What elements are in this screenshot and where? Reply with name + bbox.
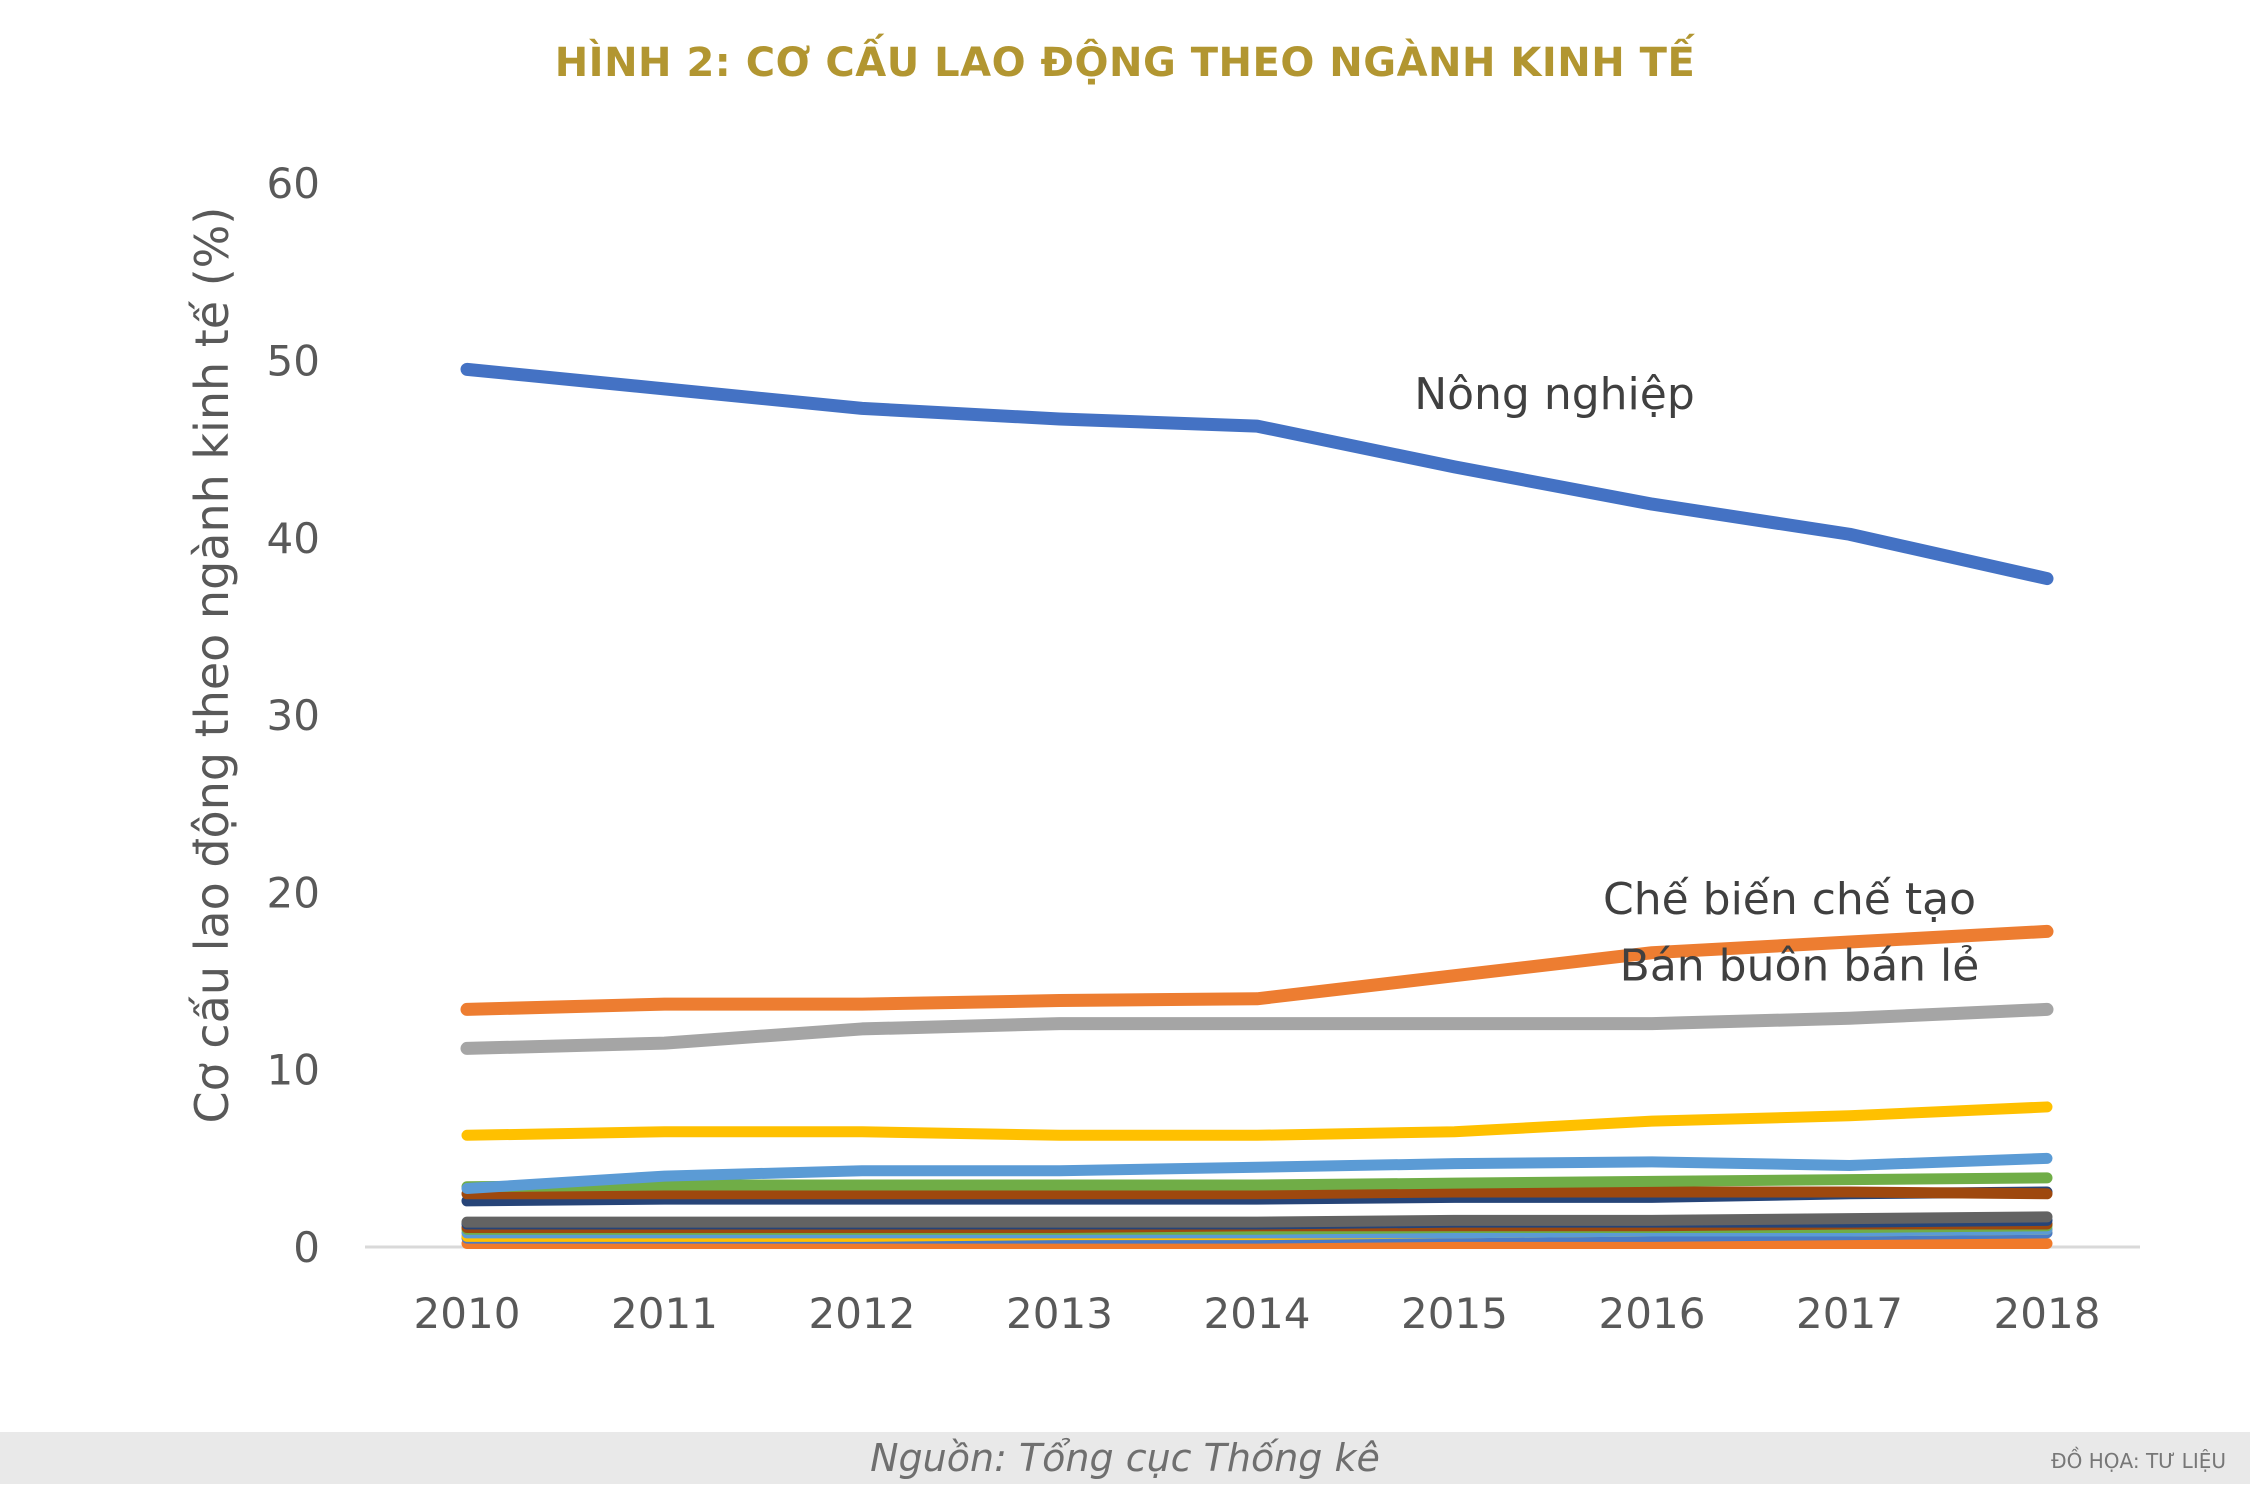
series-label: Nông nghiệp xyxy=(1414,369,1695,420)
series-line xyxy=(460,362,2054,586)
series-label: Chế biến chế tạo xyxy=(1603,874,1976,925)
x-tick-label: 2014 xyxy=(1204,1289,1311,1338)
series-line xyxy=(461,1172,2053,1193)
x-tick-label: 2013 xyxy=(1006,1289,1113,1338)
series-line xyxy=(460,924,2054,1016)
series-line xyxy=(461,1152,2053,1194)
x-tick-label: 2017 xyxy=(1796,1289,1903,1338)
footer-bar: Nguồn: Tổng cục Thống kê ĐỒ HỌA: TƯ LIỆU xyxy=(0,1432,2250,1484)
x-tick-label: 2018 xyxy=(1994,1289,2101,1338)
y-axis-title: Cơ cấu lao động theo ngành kinh tế (%) xyxy=(185,207,239,1124)
series-line xyxy=(460,1002,2054,1055)
y-tick-label: 10 xyxy=(267,1046,320,1095)
x-tick-label: 2012 xyxy=(809,1289,916,1338)
y-tick-label: 20 xyxy=(267,868,320,917)
chart-title: HÌNH 2: CƠ CẤU LAO ĐỘNG THEO NGÀNH KINH … xyxy=(554,40,1696,86)
y-tick-label: 30 xyxy=(267,691,320,740)
x-tick-label: 2011 xyxy=(611,1289,718,1338)
series-line xyxy=(461,1186,2053,1200)
source-note: Nguồn: Tổng cục Thống kê xyxy=(870,1436,1380,1480)
y-tick-label: 50 xyxy=(267,337,320,386)
x-tick-label: 2010 xyxy=(414,1289,521,1338)
graphic-credit: ĐỒ HỌA: TƯ LIỆU xyxy=(2051,1449,2226,1473)
y-tick-label: 40 xyxy=(267,514,320,563)
series-line xyxy=(461,1101,2053,1141)
x-tick-label: 2015 xyxy=(1401,1289,1508,1338)
y-tick-label: 0 xyxy=(293,1223,320,1272)
series-line xyxy=(461,1211,2053,1228)
x-tick-label: 2016 xyxy=(1599,1289,1706,1338)
y-tick-label: 60 xyxy=(267,159,320,208)
series-label: Bán buôn bán lẻ xyxy=(1620,940,1980,991)
